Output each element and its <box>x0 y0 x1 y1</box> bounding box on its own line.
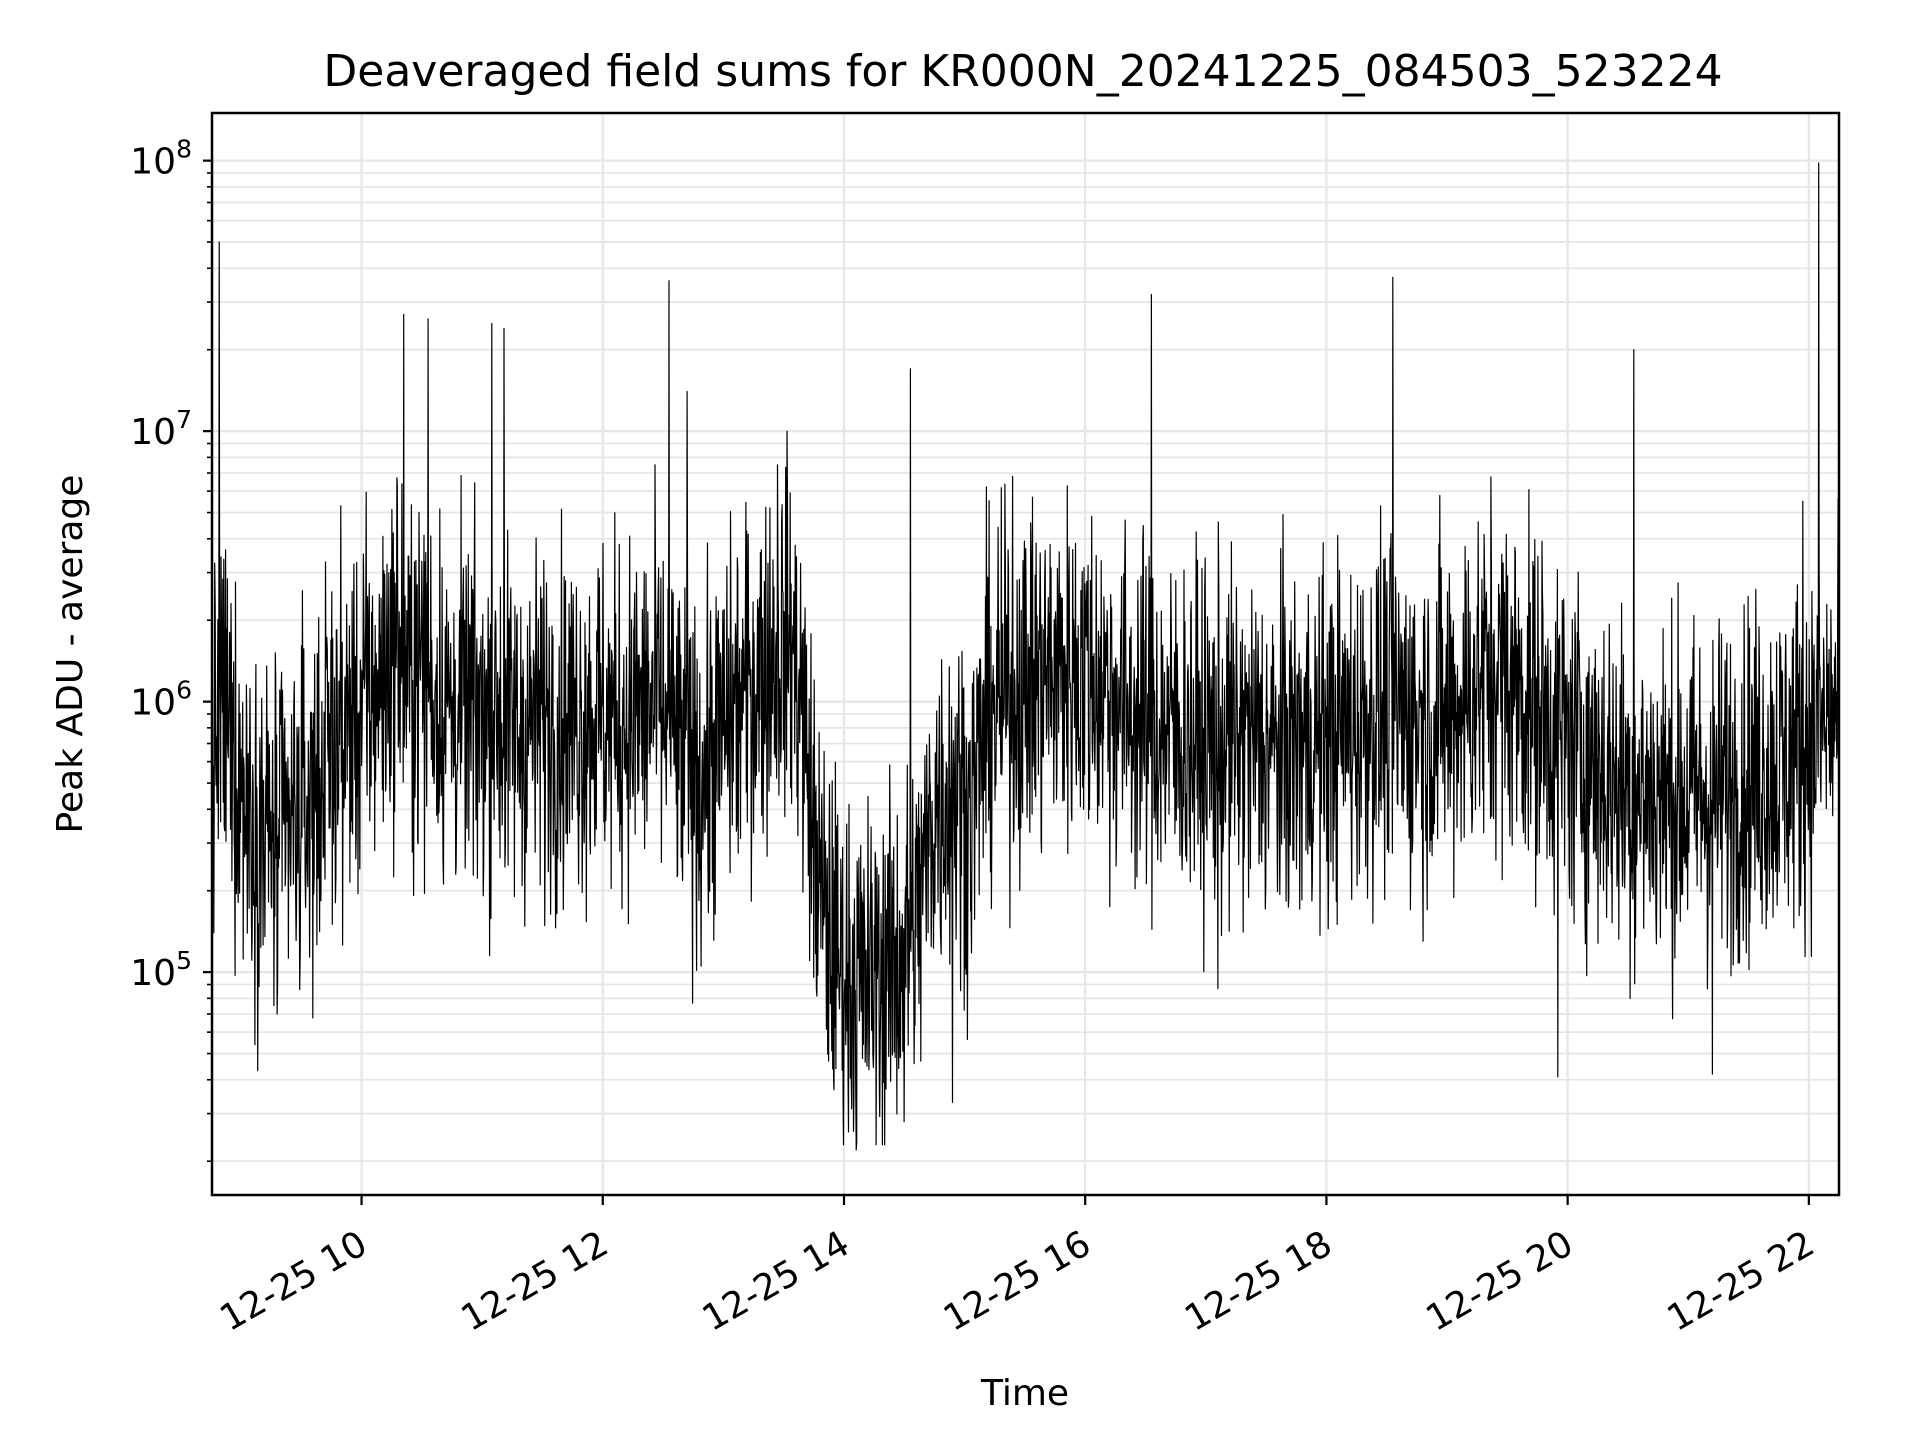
chart-title: Deaveraged field sums for KR000N_2024122… <box>323 46 1722 97</box>
y-tick-label-exponent: 6 <box>176 676 192 705</box>
x-axis-label: Time <box>980 1373 1069 1414</box>
y-tick-label: 108 <box>130 135 192 183</box>
y-tick-label-base: 10 <box>130 412 176 453</box>
series-layer <box>211 162 1840 1151</box>
y-axis-label: Peak ADU - average <box>50 475 91 834</box>
series-line-peak-adu <box>211 162 1840 1151</box>
y-tick-label-exponent: 5 <box>176 946 192 975</box>
plot-frame <box>210 111 1841 1197</box>
y-tick-label-base: 10 <box>130 142 176 183</box>
y-tick-label-exponent: 7 <box>176 405 192 434</box>
y-tick-label: 107 <box>130 405 192 453</box>
y-tick-label-exponent: 8 <box>176 135 192 164</box>
y-tick-label: 105 <box>130 946 192 994</box>
y-tick-label-base: 10 <box>130 683 176 724</box>
y-tick-label-base: 10 <box>130 953 176 994</box>
y-tick-label: 106 <box>130 676 192 724</box>
